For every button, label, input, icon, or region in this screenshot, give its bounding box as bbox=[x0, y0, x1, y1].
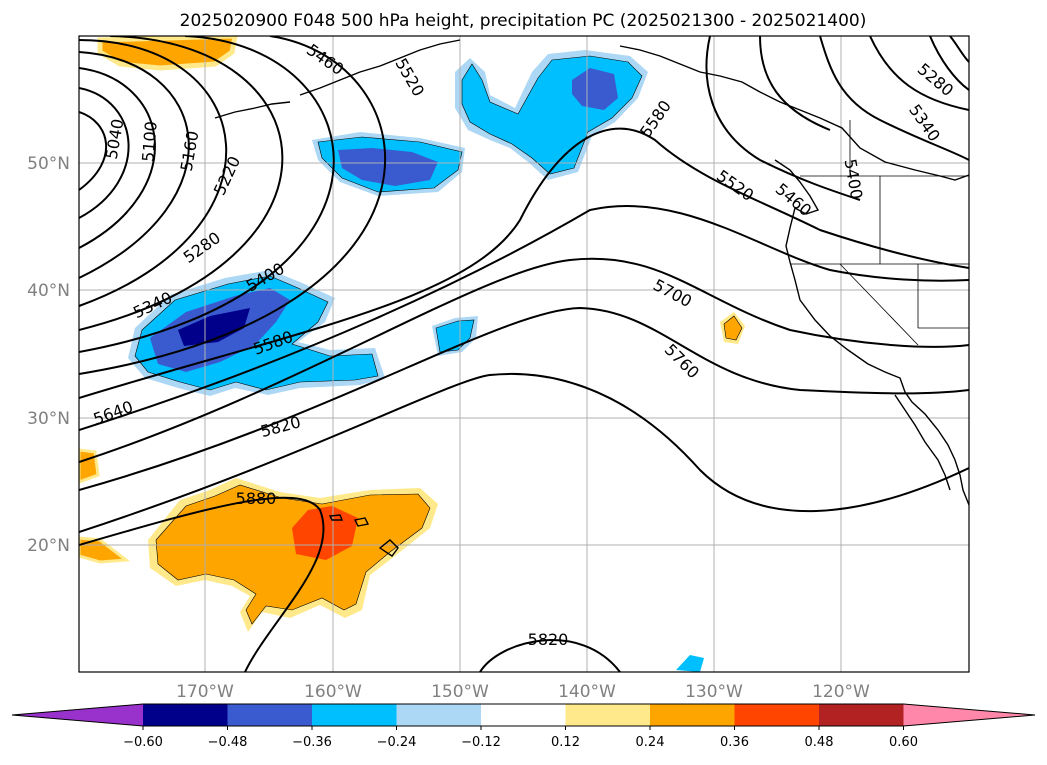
colorbar-tick-label: 0.60 bbox=[889, 735, 918, 750]
colorbar-tick-label: −0.60 bbox=[123, 735, 163, 750]
lat-label: 20°N bbox=[27, 536, 70, 556]
colorbar-tick-label: 0.48 bbox=[805, 735, 834, 750]
lon-label: 160°W bbox=[304, 682, 362, 702]
latitude-labels: 50°N 40°N 30°N 20°N bbox=[27, 154, 70, 556]
lon-label: 120°W bbox=[812, 682, 870, 702]
colorbar-segment bbox=[650, 704, 735, 726]
colorbar-tick-label: 0.12 bbox=[551, 735, 580, 750]
graticule bbox=[79, 36, 969, 672]
colorbar-segment bbox=[396, 704, 482, 726]
colorbar-tick-label: −0.36 bbox=[292, 735, 332, 750]
contour-label: 5100 bbox=[138, 120, 160, 162]
colorbar: −0.60 −0.48 −0.36 −0.24 −0.12 0.12 0.24 0.36 0.4… bbox=[11, 703, 1036, 750]
colorbar-segment bbox=[734, 704, 820, 726]
colorbar-extend-min bbox=[12, 704, 143, 726]
lat-label: 30°N bbox=[27, 409, 70, 429]
colorbar-segment bbox=[819, 704, 904, 726]
contour-label: 5820 bbox=[528, 630, 569, 649]
lat-label: 50°N bbox=[27, 154, 70, 174]
contour-label: 5880 bbox=[236, 489, 277, 508]
colorbar-segment bbox=[565, 704, 651, 726]
state-borders bbox=[790, 120, 969, 346]
lon-label: 170°W bbox=[176, 682, 234, 702]
map-frame bbox=[78, 35, 970, 673]
colorbar-segment bbox=[481, 704, 566, 726]
colorbar-segment bbox=[143, 704, 228, 726]
colorbar-segment bbox=[227, 704, 313, 726]
colorbar-tick-label: −0.12 bbox=[461, 735, 501, 750]
lat-label: 40°N bbox=[27, 281, 70, 301]
longitude-labels: 170°W 160°W 150°W 140°W 130°W 120°W bbox=[176, 682, 870, 702]
colorbar-segment bbox=[312, 704, 397, 726]
colorbar-tick-label: 0.24 bbox=[636, 735, 665, 750]
height-contours bbox=[79, 36, 969, 672]
map-area bbox=[79, 36, 969, 672]
colorbar-extend-max bbox=[903, 704, 1035, 726]
lon-label: 140°W bbox=[558, 682, 616, 702]
colorbar-tick-label: −0.24 bbox=[377, 735, 417, 750]
lon-label: 130°W bbox=[685, 682, 743, 702]
colorbar-tick-label: 0.36 bbox=[720, 735, 749, 750]
precip-shading bbox=[79, 36, 745, 672]
colorbar-tick-label: −0.48 bbox=[208, 735, 248, 750]
map-title: 2025020900 F048 500 hPa height, precipit… bbox=[180, 11, 867, 31]
lon-label: 150°W bbox=[431, 682, 489, 702]
